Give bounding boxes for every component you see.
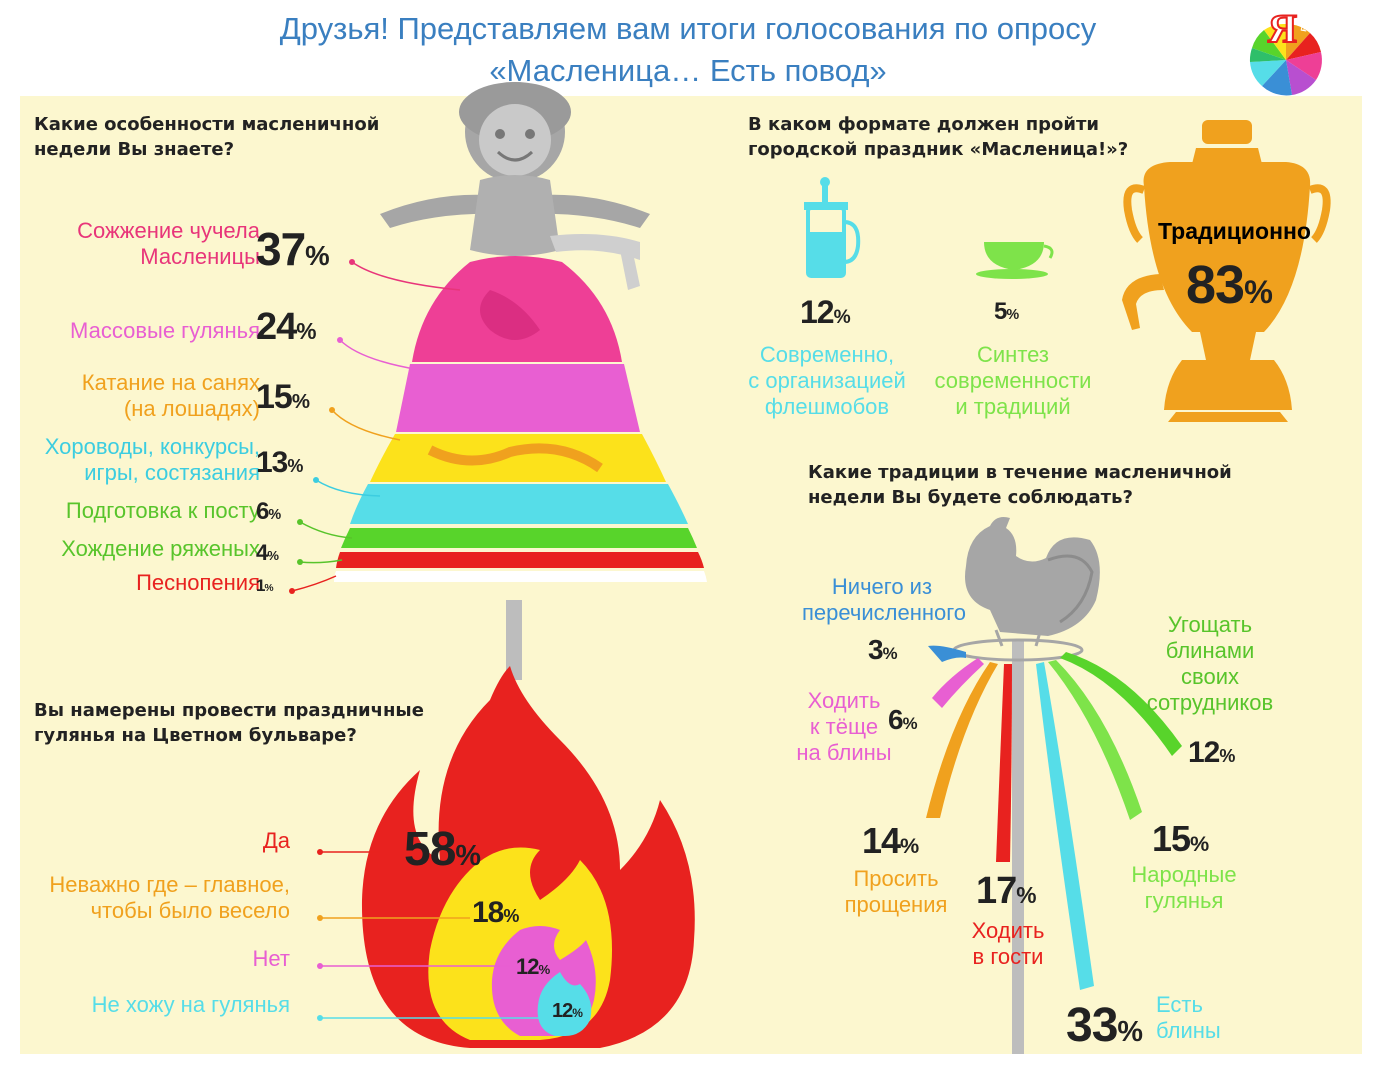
tradition-value-0: 3% [868, 634, 898, 665]
doll-value-2: 15% [256, 378, 310, 416]
tradition-label-5: Ходить в гости [971, 918, 1045, 969]
tradition-label-3: Просить прощения [844, 866, 948, 917]
doll-value-6: 1% [256, 576, 274, 595]
tradition-value-1: 6% [888, 704, 918, 735]
tradition-label-2: Угощать блинами своих сотрудников [1146, 612, 1274, 715]
question-traditions: Какие традиции в течение масленичной нед… [808, 462, 1232, 508]
boulevard-label-3: Не хожу на гулянья [91, 992, 290, 1017]
tradition-value-4: 15% [1152, 818, 1210, 859]
boulevard-label-0: Да [262, 828, 290, 853]
question-format: В каком формате должен пройти городской … [748, 114, 1129, 160]
page-title-line2: «Масленица… Есть повод» [489, 53, 887, 88]
tradition-value-5: 17% [976, 870, 1037, 912]
boulevard-value-3: 12% [552, 1000, 583, 1022]
tradition-value-2: 12% [1188, 736, 1236, 769]
label-synthesis: Синтез современности и традиций [934, 342, 1092, 419]
boulevard-value-0: 58% [404, 823, 481, 876]
question-boulevard: Вы намерены провести праздничные гулянья… [34, 700, 424, 746]
doll-label-0: Сожжение чучела Масленицы [77, 218, 260, 269]
boulevard-value-2: 12% [516, 954, 551, 979]
doll-label-4: Подготовка к посту [65, 498, 260, 523]
tradition-value-3: 14% [862, 820, 920, 861]
value-synthesis: 5% [994, 298, 1020, 325]
boulevard-label-1: Неважно где – главное, чтобы было весело [49, 872, 290, 923]
doll-value-3: 13% [256, 446, 304, 479]
tradition-value-6: 33% [1066, 999, 1143, 1052]
doll-value-1: 24% [256, 306, 317, 348]
page-title-line1: Друзья! Представляем вам итоги голосован… [279, 11, 1097, 46]
french-press-icon [804, 177, 861, 278]
doll-value-5: 4% [256, 540, 279, 565]
maslenitsa-doll-icon [334, 82, 707, 680]
tradition-label-1: Ходить к тёще на блины [796, 688, 892, 765]
boulevard-label-2: Нет [252, 946, 290, 971]
value-modern: 12% [800, 294, 851, 330]
doll-label-6: Песнопения [136, 570, 260, 595]
tradition-label-6: Есть блины [1156, 992, 1221, 1043]
tradition-label-4: Народные гулянья [1131, 862, 1237, 913]
doll-label-2: Катание на санях (на лошадях) [81, 370, 260, 421]
fire-icon [361, 666, 695, 1048]
samovar-icon [1122, 120, 1331, 422]
doll-value-0: 37% [256, 223, 330, 275]
label-modern: Современно, с организацией флешмобов [748, 342, 906, 419]
doll-label-3: Хороводы, конкурсы, игры, состязания [44, 434, 260, 485]
logo-letter: Я [1268, 6, 1297, 51]
question-features: Какие особенности масленичной недели Вы … [34, 114, 380, 160]
doll-label-5: Хождение ряженых [61, 536, 260, 561]
ya-reshayu-logo: Я РЕШАЮ [1249, 2, 1322, 96]
doll-label-1: Массовые гулянья [70, 318, 260, 343]
boulevard-value-1: 18% [472, 896, 520, 929]
teacup-icon [976, 242, 1054, 279]
label-traditional: Традиционно [1158, 218, 1311, 244]
tradition-label-0: Ничего из перечисленного [802, 574, 967, 625]
value-traditional: 83% [1186, 255, 1273, 315]
doll-value-4: 6% [256, 498, 282, 525]
rooster-maypole-icon [926, 517, 1182, 1054]
